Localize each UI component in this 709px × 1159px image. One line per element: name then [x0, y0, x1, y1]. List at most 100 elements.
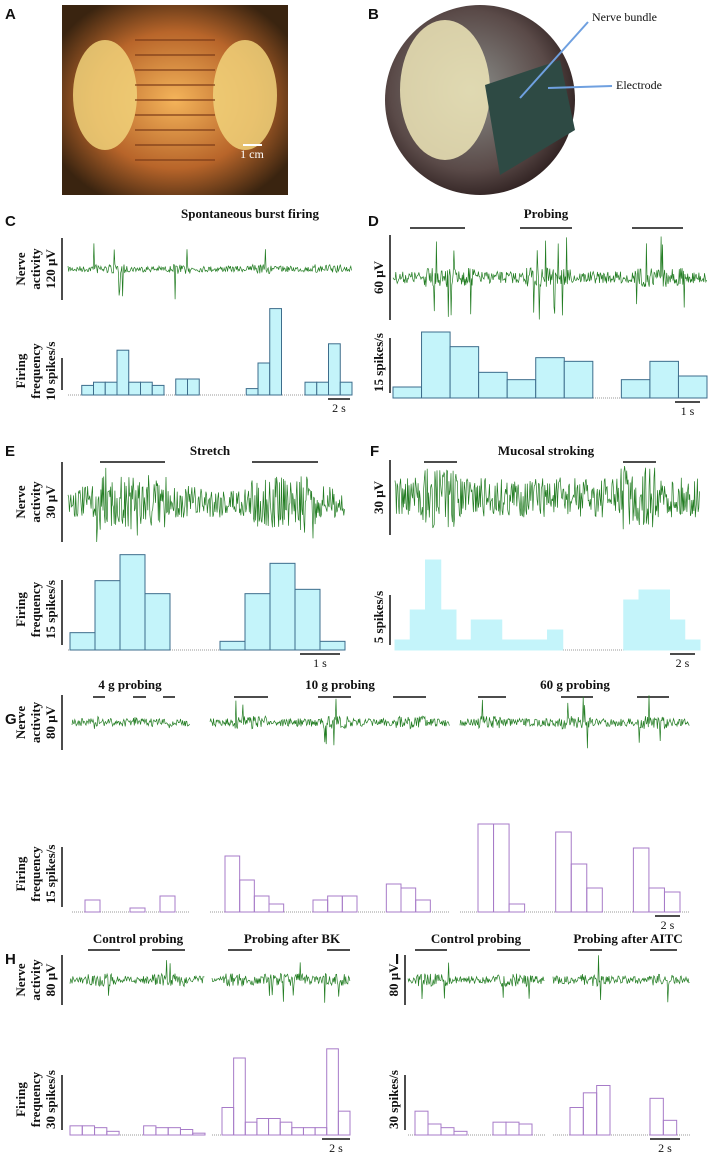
- nerve-trace: [394, 466, 700, 530]
- hist-bar: [314, 1127, 328, 1136]
- panel-letter: B: [368, 6, 379, 23]
- hist-bar: [492, 1121, 507, 1136]
- hist-bar: [268, 903, 285, 913]
- nerve-trace: [71, 715, 190, 729]
- panel-letter: E: [5, 443, 15, 460]
- hist-bar: [253, 895, 270, 913]
- hist-bar: [453, 1130, 468, 1136]
- hist-bar: [518, 1123, 533, 1136]
- axis-label: activity: [28, 701, 43, 743]
- hist-bar: [304, 381, 318, 396]
- axis-label: Nerve: [13, 963, 28, 996]
- panel-letter: D: [368, 213, 379, 230]
- hist-bar: [244, 593, 271, 651]
- nerve-trace: [552, 955, 690, 1003]
- axis-label: frequency: [28, 846, 43, 902]
- hist-bar: [516, 639, 533, 651]
- hist-bar: [219, 640, 246, 651]
- hist-bar: [547, 629, 564, 651]
- hist-bar: [535, 357, 565, 399]
- hist-bar: [337, 1110, 351, 1136]
- hist-bar: [632, 847, 650, 913]
- hist-bar: [677, 375, 708, 399]
- hist-bar: [669, 619, 686, 651]
- nerve-trace: [69, 960, 205, 996]
- hist-bar: [239, 879, 255, 913]
- hist-bar: [302, 1127, 316, 1136]
- hist-bar: [555, 831, 572, 913]
- photo-b: [385, 5, 613, 195]
- subpanel-title: Control probing: [93, 931, 184, 946]
- scale-bar-label: 15 spikes/s: [371, 333, 386, 392]
- hist-bar: [662, 1119, 678, 1136]
- hist-bar: [224, 855, 241, 913]
- hist-bar: [455, 639, 472, 651]
- axis-label: frequency: [28, 581, 43, 637]
- hist-bar: [477, 823, 495, 913]
- hist-bar: [81, 1125, 96, 1136]
- scale-bar-label: 120 μV: [43, 249, 58, 289]
- hist-bar: [187, 378, 200, 396]
- scale-bar-label: 2 s: [329, 1141, 343, 1155]
- hist-bar: [129, 907, 146, 913]
- hist-bar: [414, 1110, 429, 1136]
- hist-bar: [486, 619, 503, 651]
- panel-title: Stretch: [190, 443, 231, 458]
- hist-bar: [449, 346, 480, 399]
- panel-title: Spontaneous burst firing: [181, 206, 319, 221]
- panel-title: Mucosal stroking: [498, 443, 595, 458]
- subpanel-title: 4 g probing: [98, 677, 162, 692]
- nerve-trace: [67, 467, 345, 543]
- scale-bar-label: 30 spikes/s: [43, 1070, 58, 1129]
- axis-label: Firing: [13, 1082, 28, 1117]
- hist-bar: [339, 381, 353, 396]
- hist-bar: [478, 371, 508, 399]
- hist-bar: [327, 895, 343, 913]
- hist-bar: [649, 1097, 664, 1136]
- hist-bar: [151, 384, 165, 396]
- hist-bar: [394, 639, 411, 651]
- scale-bar-label: 30 μV: [43, 485, 58, 519]
- hist-bar: [319, 640, 346, 651]
- hist-bar: [648, 887, 665, 913]
- scale-bar-label: 5 spikes/s: [371, 591, 386, 643]
- subpanel-title: Probing after AITC: [573, 931, 682, 946]
- panel-title: Probing: [524, 206, 569, 221]
- hist-bar: [269, 308, 282, 396]
- hist-bar: [427, 1123, 442, 1136]
- nerve-trace: [209, 698, 450, 746]
- hist-bar: [328, 343, 341, 396]
- hist-bar: [623, 599, 640, 651]
- axis-label: activity: [28, 959, 43, 1001]
- hist-bar: [119, 554, 146, 651]
- subpanel-title: Control probing: [431, 931, 522, 946]
- hist-bar: [341, 895, 358, 913]
- hist-bar: [596, 1085, 611, 1136]
- hist-bar: [684, 639, 701, 651]
- hist-bar: [620, 379, 651, 399]
- hist-bar: [93, 381, 106, 396]
- hist-bar: [638, 589, 655, 651]
- hist-bar: [159, 895, 176, 913]
- hist-bar: [582, 1092, 598, 1136]
- scale-bar-label: 1 s: [681, 404, 695, 418]
- hist-bar: [104, 381, 118, 396]
- subpanel-title: Probing after BK: [244, 931, 341, 946]
- hist-bar: [233, 1057, 246, 1136]
- hist-bar: [440, 609, 457, 651]
- hist-bar: [586, 887, 603, 913]
- hist-bar: [312, 899, 329, 913]
- scale-bar-label: 30 spikes/s: [386, 1070, 401, 1129]
- hist-bar: [326, 1048, 339, 1136]
- hist-bar: [415, 899, 431, 913]
- scale-bar-label: 1 s: [313, 656, 327, 670]
- scale-bar-label: 10 spikes/s: [43, 342, 58, 401]
- hist-bar: [94, 1127, 108, 1136]
- hist-bar: [167, 1127, 181, 1136]
- hist-bar: [508, 903, 526, 913]
- hist-bar: [155, 1127, 169, 1136]
- nerve-trace: [67, 243, 352, 300]
- hist-bar: [192, 1132, 206, 1136]
- hist-bar: [244, 1121, 258, 1136]
- hist-bar: [69, 632, 96, 651]
